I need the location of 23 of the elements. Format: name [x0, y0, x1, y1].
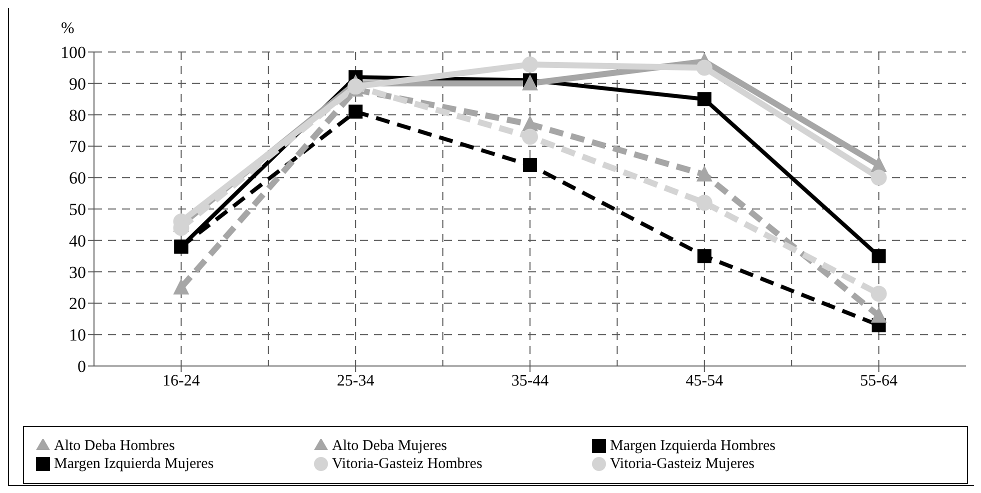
- x-tick-label: 55-64: [860, 372, 898, 390]
- legend-label: Margen Izquierda Mujeres: [54, 456, 215, 473]
- x-tick-label: 35-44: [511, 372, 549, 390]
- y-tick-label: 60: [69, 168, 86, 188]
- y-tick-label: 20: [69, 294, 86, 314]
- x-tick-label: 45-54: [686, 372, 724, 390]
- legend-label: Alto Deba Mujeres: [332, 438, 448, 455]
- y-tick-label: 10: [69, 326, 86, 345]
- legend-label: Alto Deba Hombres: [54, 438, 176, 455]
- y-tick-label: 50: [69, 200, 86, 220]
- legend-label: Margen Izquierda Hombres: [610, 438, 776, 455]
- legend-label: Vitoria-Gasteiz Hombres: [332, 456, 484, 473]
- legend-label: Vitoria-Gasteiz Mujeres: [610, 456, 756, 473]
- y-tick-label: 90: [69, 74, 86, 94]
- y-tick-label: 40: [69, 231, 86, 250]
- x-tick-label: 25-34: [336, 372, 374, 390]
- x-tick-label: 16-24: [162, 372, 200, 390]
- y-tick-label: 30: [69, 262, 86, 282]
- y-tick-label: 80: [69, 106, 86, 125]
- y-axis-title: %: [61, 20, 74, 38]
- y-tick-label: 100: [60, 43, 86, 62]
- y-tick-label: 0: [78, 357, 86, 376]
- y-tick-label: 70: [69, 137, 86, 156]
